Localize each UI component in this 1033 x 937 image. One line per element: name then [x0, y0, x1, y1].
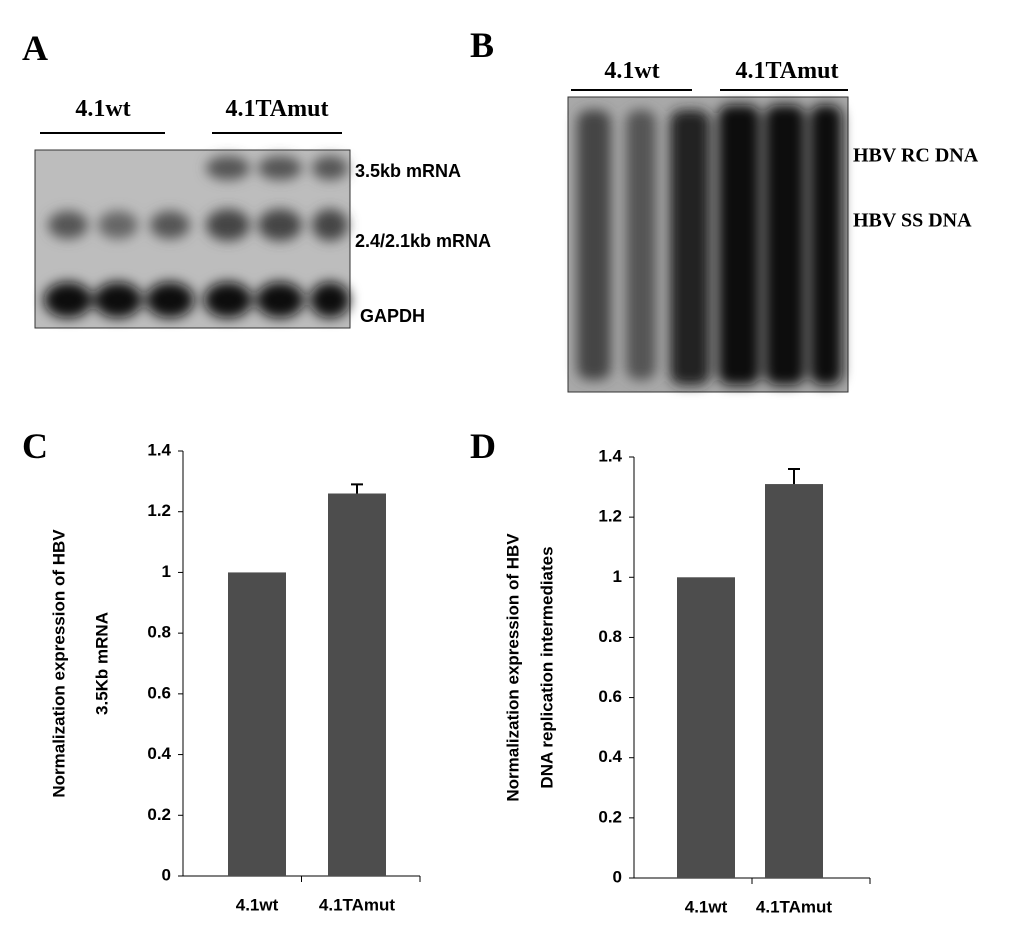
x-tick-label: 4.1TAmut [319, 895, 396, 914]
blot-b [567, 96, 849, 393]
bar [228, 572, 286, 876]
band-label: 2.4/2.1kb mRNA [355, 231, 491, 251]
error-bar [351, 483, 363, 494]
x-tick-label: 4.1wt [236, 895, 279, 914]
y-axis-label: DNA replication intermediates [537, 546, 556, 788]
y-tick-label: 1.4 [598, 446, 622, 465]
y-axis-label: Normalization expression of HBV [49, 529, 68, 798]
y-axis-label: Normalization expression of HBV [503, 533, 522, 802]
group-label: 4.1TAmut [736, 58, 839, 84]
y-tick-label: 1 [162, 562, 171, 581]
y-tick-label: 0 [613, 867, 622, 886]
y-tick-label: 0.4 [147, 744, 171, 763]
group-label: 4.1wt [604, 58, 659, 84]
bar [328, 493, 386, 876]
y-tick-label: 0.2 [147, 805, 171, 824]
band-label: 3.5kb mRNA [355, 161, 461, 181]
band-label: HBV SS DNA [853, 210, 972, 232]
y-tick-label: 0.8 [598, 627, 622, 646]
y-tick-label: 1.2 [147, 501, 171, 520]
panel-label: B [470, 25, 494, 65]
y-tick-label: 1 [613, 567, 622, 586]
group-label: 4.1TAmut [226, 96, 329, 122]
y-tick-label: 0.8 [147, 623, 171, 642]
bar [765, 484, 823, 878]
panel-label: D [470, 426, 496, 466]
bar [677, 577, 735, 878]
band-label: HBV RC DNA [853, 145, 979, 167]
blot-a [34, 149, 351, 329]
error-bar [788, 468, 800, 485]
y-tick-label: 1.2 [598, 507, 622, 526]
band-label: GAPDH [360, 306, 425, 326]
y-tick-label: 0.6 [598, 687, 622, 706]
y-tick-label: 1.4 [147, 440, 171, 459]
y-axis-label: 3.5Kb mRNA [92, 612, 111, 715]
x-tick-label: 4.1wt [685, 897, 728, 916]
panel-label: C [22, 426, 48, 466]
panel-label: A [22, 28, 48, 68]
y-tick-label: 0.4 [598, 747, 622, 766]
y-tick-label: 0.6 [147, 683, 171, 702]
group-label: 4.1wt [75, 96, 130, 122]
x-tick-label: 4.1TAmut [756, 897, 833, 916]
y-tick-label: 0.2 [598, 807, 622, 826]
y-tick-label: 0 [162, 865, 171, 884]
